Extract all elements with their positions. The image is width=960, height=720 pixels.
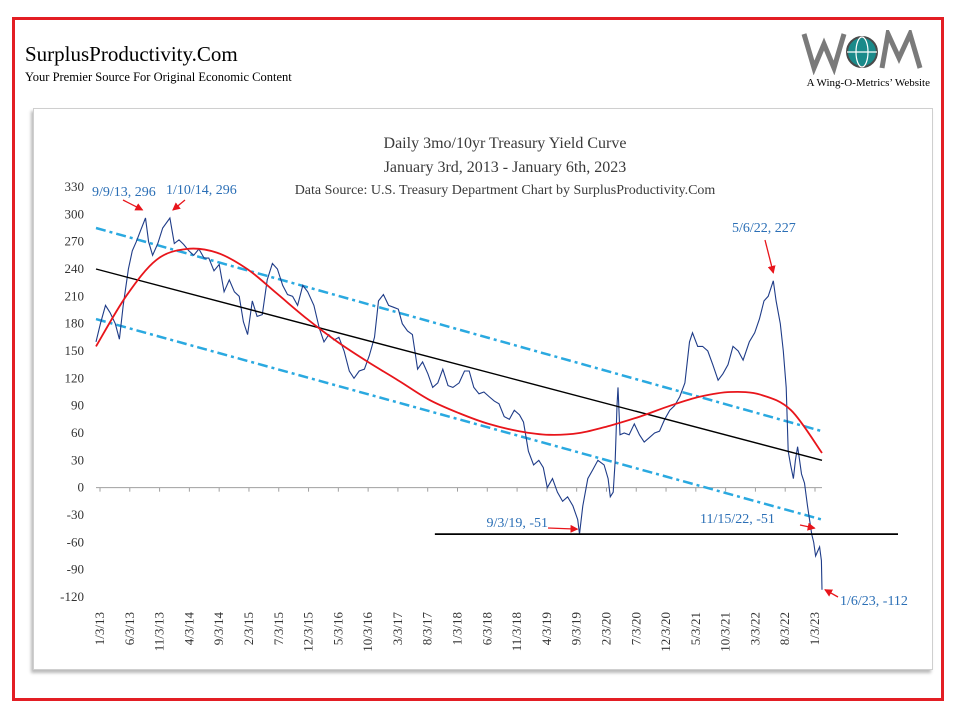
y-tick-label: 300 (65, 206, 85, 221)
chart-title: Daily 3mo/10yr Treasury Yield Curve (384, 135, 627, 152)
annotation-arrow (547, 524, 579, 533)
channel-lower-line (95, 317, 823, 521)
chart-subtitle: January 3rd, 2013 - January 6th, 2023 (384, 159, 627, 176)
y-tick-label: -30 (67, 507, 84, 522)
x-tick-label: 5/3/16 (330, 612, 345, 646)
x-tick-label: 4/3/14 (181, 612, 196, 646)
y-tick-label: 210 (65, 288, 85, 303)
annotation-arrow (172, 199, 186, 211)
x-tick-label: 1/3/18 (450, 612, 465, 645)
y-tick-label: -120 (60, 589, 84, 604)
y-tick-label: 60 (71, 425, 84, 440)
y-tick-label: -60 (67, 534, 84, 549)
x-tick-label: 9/3/14 (211, 612, 226, 646)
y-tick-label: 150 (65, 343, 85, 358)
x-tick-label: 11/3/13 (152, 612, 167, 651)
x-tick-label: 8/3/17 (420, 612, 435, 646)
logo-m-right (879, 30, 923, 69)
annotation-label: 1/10/14, 296 (166, 183, 237, 198)
logo-w-left (801, 33, 847, 75)
x-tick-label: 3/3/22 (747, 612, 762, 645)
x-tick-label: 1/3/23 (807, 612, 822, 645)
annotation-label: 11/15/22, -51 (700, 512, 775, 527)
x-tick-label: 3/3/17 (390, 612, 405, 646)
x-tick-label: 5/3/21 (688, 612, 703, 645)
y-tick-label: 270 (65, 234, 85, 249)
y-tick-label: 90 (71, 398, 84, 413)
x-tick-label: 6/3/18 (479, 612, 494, 645)
x-tick-label: 6/3/13 (122, 612, 137, 645)
x-tick-label: 12/3/20 (658, 612, 673, 652)
y-tick-label: 30 (71, 452, 84, 467)
x-tick-label: 8/3/22 (777, 612, 792, 645)
x-tick-label: 2/3/20 (598, 612, 613, 645)
y-tick-label: 240 (65, 261, 85, 276)
yield-spread-series (95, 216, 823, 590)
x-tick-label: 7/3/20 (628, 612, 643, 645)
site-title: SurplusProductivity.Com (25, 42, 238, 66)
y-tick-label: 120 (65, 370, 85, 385)
y-tick-label: -90 (67, 562, 84, 577)
x-tick-label: 1/3/13 (92, 612, 107, 645)
annotation-arrow (799, 522, 816, 531)
trend-line (95, 268, 823, 461)
x-tick-label: 10/3/21 (718, 612, 733, 652)
annotation-label: 5/6/22, 227 (732, 221, 796, 236)
y-tick-label: 0 (78, 480, 85, 495)
x-tick-label: 10/3/16 (360, 612, 375, 652)
x-tick-label: 11/3/18 (509, 612, 524, 651)
wom-logo (801, 30, 923, 75)
annotation-label: 9/3/19, -51 (487, 516, 548, 531)
annotation-label: 9/9/13, 296 (92, 185, 156, 200)
y-tick-label: 180 (65, 316, 85, 331)
annotation-arrow (122, 199, 144, 211)
logo-caption: A Wing-O-Metrics’ Website (806, 77, 930, 89)
annotation-arrow (824, 589, 839, 598)
x-tick-label: 7/3/15 (271, 612, 286, 645)
x-tick-label: 2/3/15 (241, 612, 256, 645)
annotation-arrow (764, 239, 776, 274)
chart-source-note: Data Source: U.S. Treasury Department Ch… (295, 183, 716, 198)
x-tick-label: 9/3/19 (569, 612, 584, 645)
page-frame (12, 17, 944, 701)
y-tick-label: 330 (65, 179, 85, 194)
cycle-fit-curve (95, 247, 823, 454)
site-tagline: Your Premier Source For Original Economi… (25, 70, 292, 84)
x-tick-label: 12/3/15 (301, 612, 316, 652)
annotation-label: 1/6/23, -112 (840, 594, 908, 609)
x-tick-label: 4/3/19 (539, 612, 554, 645)
